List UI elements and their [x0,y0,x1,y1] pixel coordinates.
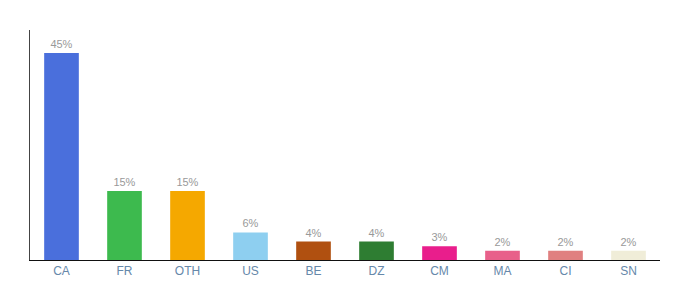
svg-text:SN: SN [620,264,637,278]
svg-text:MA: MA [494,264,512,278]
svg-text:6%: 6% [242,217,258,229]
svg-text:2%: 2% [620,236,636,248]
svg-text:4%: 4% [368,227,384,239]
svg-text:CI: CI [560,264,572,278]
svg-text:OTH: OTH [175,264,200,278]
svg-text:45%: 45% [50,38,72,50]
svg-text:US: US [242,264,259,278]
svg-text:CM: CM [430,264,449,278]
svg-text:CA: CA [53,264,70,278]
svg-text:BE: BE [305,264,321,278]
svg-text:15%: 15% [113,176,135,188]
svg-text:FR: FR [117,264,133,278]
svg-text:DZ: DZ [369,264,385,278]
svg-text:4%: 4% [305,227,321,239]
svg-text:3%: 3% [431,231,447,243]
svg-text:15%: 15% [176,176,198,188]
svg-text:2%: 2% [494,236,510,248]
svg-text:2%: 2% [557,236,573,248]
